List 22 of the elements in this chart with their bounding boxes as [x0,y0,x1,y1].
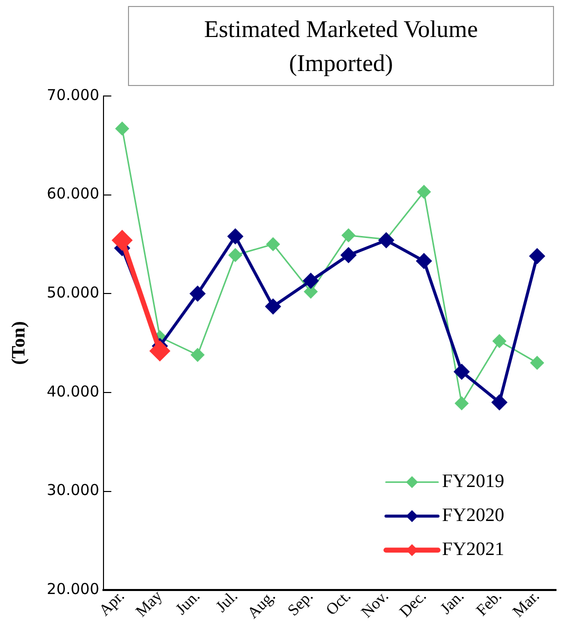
legend-label: FY2020 [442,505,504,526]
legend-label: FY2021 [442,539,504,560]
y-tick-label: 70.000 [46,86,100,104]
x-tick-label: Oct. [323,588,354,619]
y-tick-label: 40.000 [46,382,100,400]
y-axis-title: (Ton) [8,321,30,365]
x-tick-label: Jul. [213,588,242,616]
y-tick-label: 50.000 [46,284,100,302]
chart-title: Estimated Marketed Volume (Imported) [128,6,554,86]
y-tick-label: 60.000 [46,184,100,203]
x-tick-label: Dec. [396,588,430,621]
x-tick-label: Jun. [172,588,204,618]
x-tick-label: May [132,588,166,620]
y-tick-label: 20.000 [46,580,100,598]
y-tick-label: 30.000 [46,481,100,500]
x-tick-label: Jan. [438,588,468,618]
x-tick-label: Nov. [358,588,392,622]
legend-label: FY2019 [442,471,504,492]
x-tick-label: Feb. [473,588,506,620]
x-tick-label: Aug. [244,588,279,622]
x-tick-label: Mar. [510,588,543,621]
x-tick-label: Sep. [284,588,317,620]
